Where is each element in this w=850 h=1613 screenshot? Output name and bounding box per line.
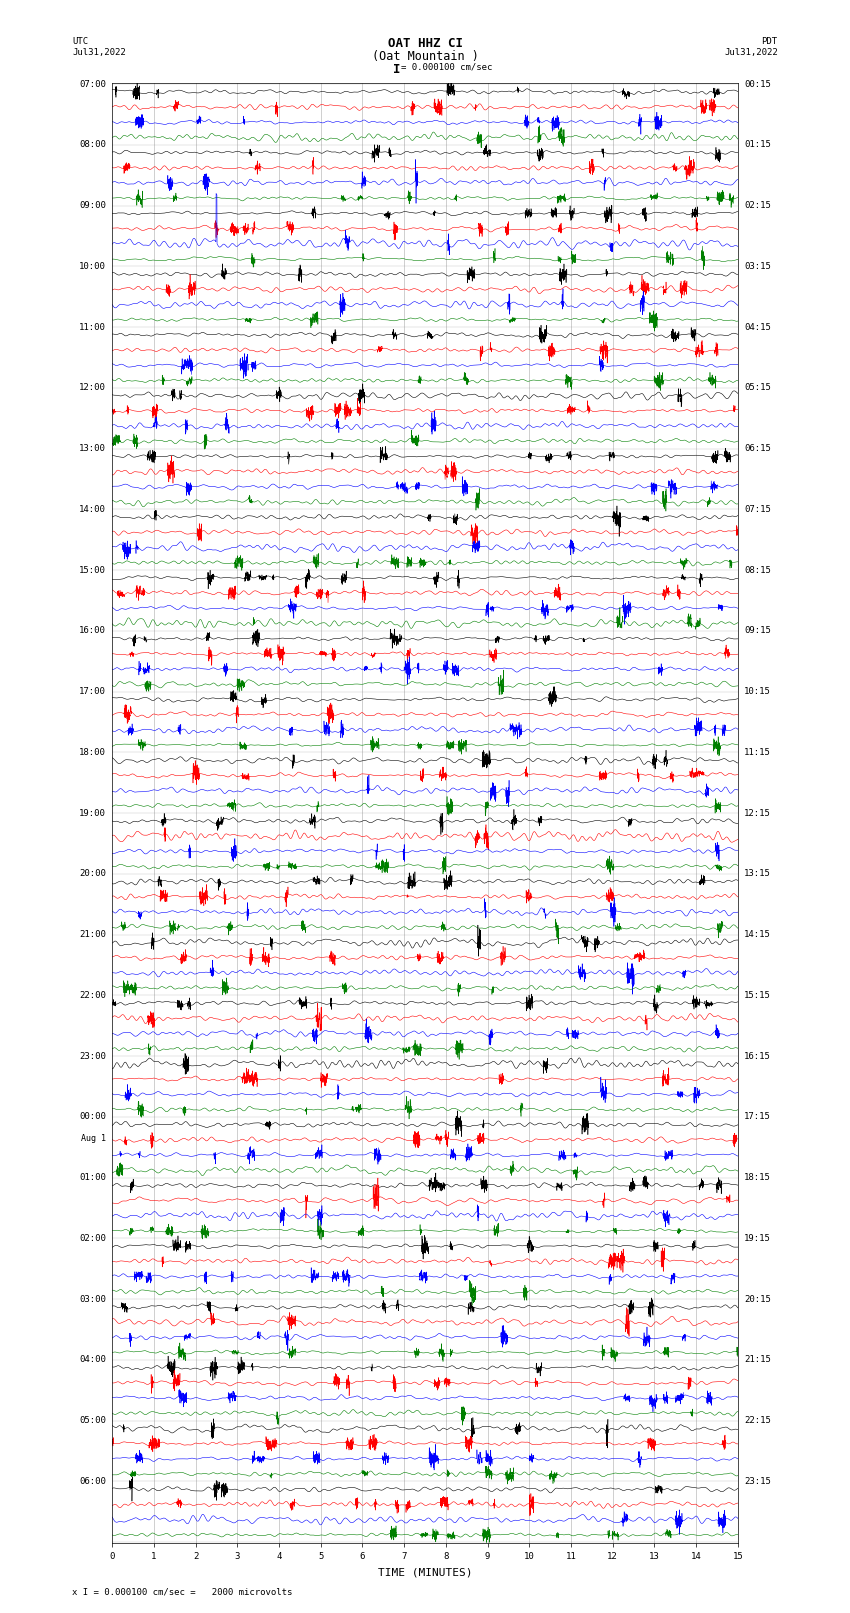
Text: 01:15: 01:15 xyxy=(744,140,771,150)
Text: 00:00: 00:00 xyxy=(79,1113,106,1121)
Text: Aug 1: Aug 1 xyxy=(81,1134,106,1142)
Text: 18:15: 18:15 xyxy=(744,1173,771,1182)
Text: 12:15: 12:15 xyxy=(744,808,771,818)
Text: 15:00: 15:00 xyxy=(79,566,106,574)
Text: 06:15: 06:15 xyxy=(744,444,771,453)
Text: 17:00: 17:00 xyxy=(79,687,106,697)
Text: 02:00: 02:00 xyxy=(79,1234,106,1244)
Text: 11:15: 11:15 xyxy=(744,748,771,756)
Text: 20:15: 20:15 xyxy=(744,1295,771,1303)
Text: UTC: UTC xyxy=(72,37,88,47)
Text: Jul31,2022: Jul31,2022 xyxy=(724,48,778,58)
Text: 11:00: 11:00 xyxy=(79,323,106,332)
Text: I: I xyxy=(393,63,400,76)
Text: 13:15: 13:15 xyxy=(744,869,771,879)
Text: 16:00: 16:00 xyxy=(79,626,106,636)
Text: 07:15: 07:15 xyxy=(744,505,771,515)
Text: 08:15: 08:15 xyxy=(744,566,771,574)
Text: 22:00: 22:00 xyxy=(79,990,106,1000)
Text: 10:15: 10:15 xyxy=(744,687,771,697)
Text: 23:00: 23:00 xyxy=(79,1052,106,1061)
Text: 22:15: 22:15 xyxy=(744,1416,771,1426)
Text: 04:00: 04:00 xyxy=(79,1355,106,1365)
Text: 23:15: 23:15 xyxy=(744,1478,771,1486)
X-axis label: TIME (MINUTES): TIME (MINUTES) xyxy=(377,1568,473,1578)
Text: 02:15: 02:15 xyxy=(744,202,771,210)
Text: x I = 0.000100 cm/sec =   2000 microvolts: x I = 0.000100 cm/sec = 2000 microvolts xyxy=(72,1587,292,1597)
Text: 19:15: 19:15 xyxy=(744,1234,771,1244)
Text: 03:00: 03:00 xyxy=(79,1295,106,1303)
Text: PDT: PDT xyxy=(762,37,778,47)
Text: = 0.000100 cm/sec: = 0.000100 cm/sec xyxy=(401,63,492,73)
Text: 13:00: 13:00 xyxy=(79,444,106,453)
Text: 14:15: 14:15 xyxy=(744,931,771,939)
Text: 04:15: 04:15 xyxy=(744,323,771,332)
Text: 20:00: 20:00 xyxy=(79,869,106,879)
Text: 18:00: 18:00 xyxy=(79,748,106,756)
Text: 06:00: 06:00 xyxy=(79,1478,106,1486)
Text: (Oat Mountain ): (Oat Mountain ) xyxy=(371,50,479,63)
Text: 05:00: 05:00 xyxy=(79,1416,106,1426)
Text: 12:00: 12:00 xyxy=(79,384,106,392)
Text: 16:15: 16:15 xyxy=(744,1052,771,1061)
Text: 00:15: 00:15 xyxy=(744,79,771,89)
Text: 10:00: 10:00 xyxy=(79,261,106,271)
Text: 14:00: 14:00 xyxy=(79,505,106,515)
Text: 09:15: 09:15 xyxy=(744,626,771,636)
Text: 05:15: 05:15 xyxy=(744,384,771,392)
Text: 17:15: 17:15 xyxy=(744,1113,771,1121)
Text: 19:00: 19:00 xyxy=(79,808,106,818)
Text: 21:00: 21:00 xyxy=(79,931,106,939)
Text: 07:00: 07:00 xyxy=(79,79,106,89)
Text: 01:00: 01:00 xyxy=(79,1173,106,1182)
Text: 21:15: 21:15 xyxy=(744,1355,771,1365)
Text: 15:15: 15:15 xyxy=(744,990,771,1000)
Text: 08:00: 08:00 xyxy=(79,140,106,150)
Text: 09:00: 09:00 xyxy=(79,202,106,210)
Text: Jul31,2022: Jul31,2022 xyxy=(72,48,126,58)
Text: 03:15: 03:15 xyxy=(744,261,771,271)
Text: OAT HHZ CI: OAT HHZ CI xyxy=(388,37,462,50)
